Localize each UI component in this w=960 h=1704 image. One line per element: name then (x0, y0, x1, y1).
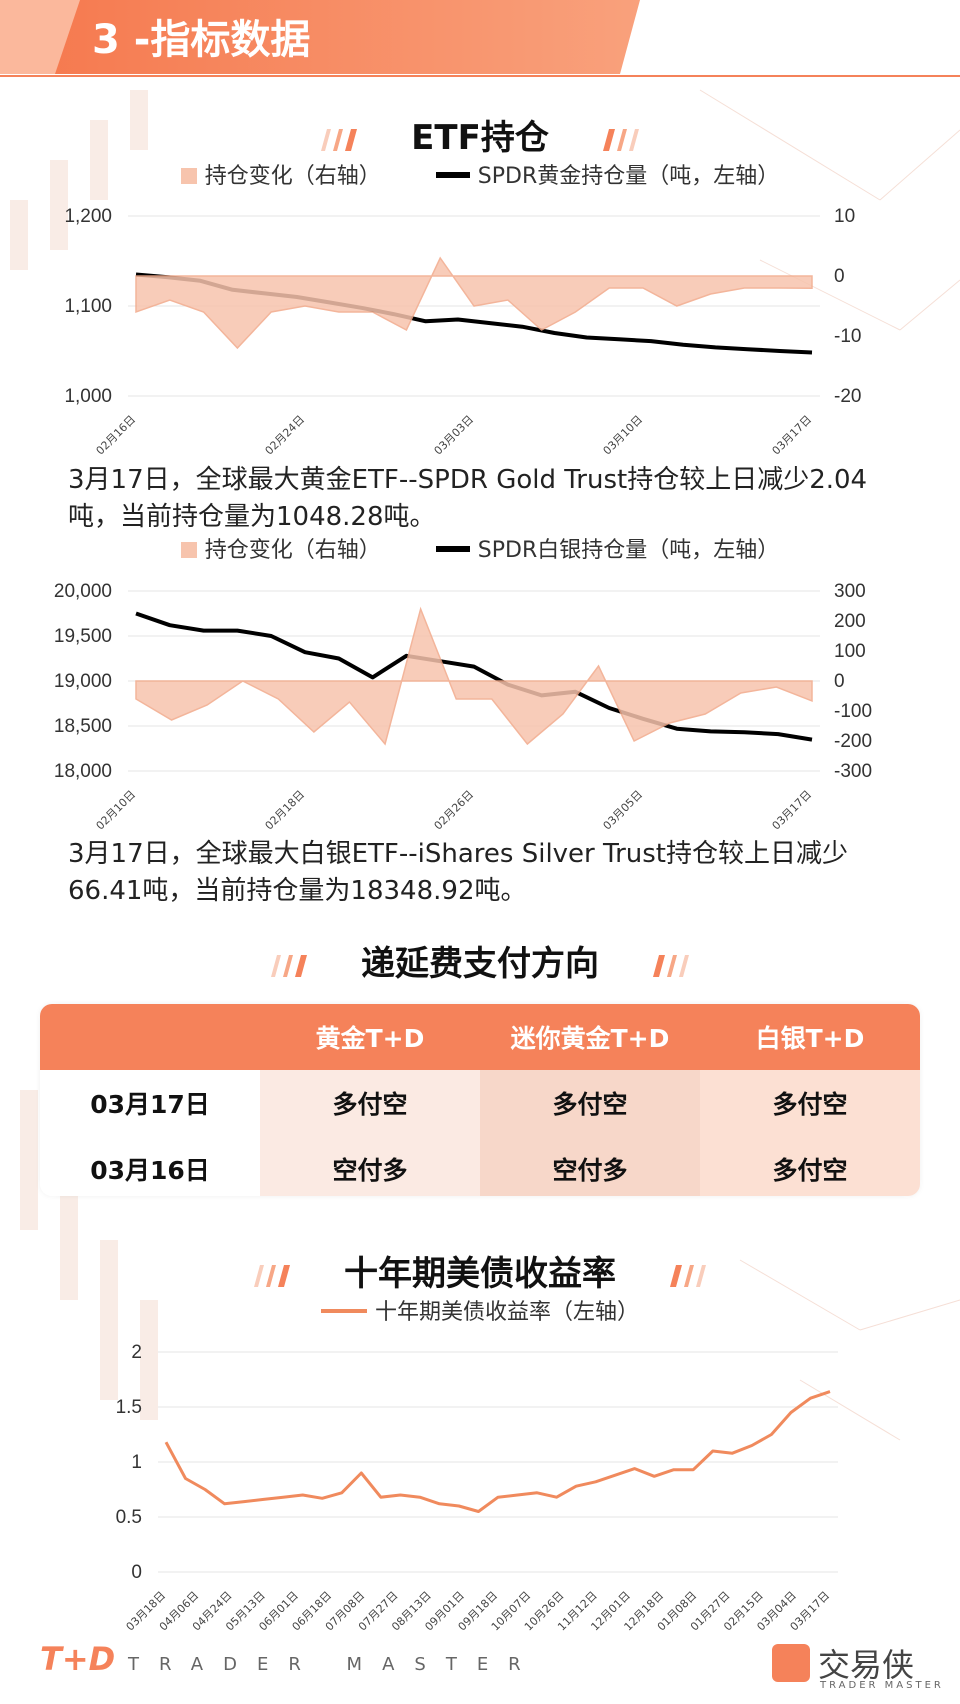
legend-item-fill: 持仓变化（右轴） (180, 536, 381, 566)
y-tick-label-left: 0.5 (116, 1507, 142, 1528)
table-cell: 多付空 (480, 1070, 700, 1136)
silver-chart-legend: 持仓变化（右轴） SPDR白银持仓量（吨，左轴） (0, 536, 960, 566)
y-tick-label-left: 0 (131, 1562, 142, 1583)
yield-line (164, 1390, 831, 1513)
stripes-right-icon (602, 128, 639, 151)
y-tick-label-right: 10 (834, 206, 855, 227)
etf-section-title: ETF持仓 (0, 116, 960, 160)
y-tick-label-right: -300 (834, 761, 872, 782)
x-tick-label: 02月10日 (94, 788, 139, 833)
legend-item-line: SPDR白银持仓量（吨，左轴） (435, 536, 780, 566)
table-header-cell: 黄金T+D (260, 1004, 480, 1070)
gold-etf-chart: 1,000 1,100 1,200 -20 -10 0 10 02月16日 02月24日 03月0… (64, 206, 861, 458)
stripes-left-icon (271, 954, 308, 977)
y-tick-label-left: 1,100 (64, 296, 112, 317)
y-tick-label-left: 19,500 (54, 626, 112, 647)
legend-item-line: SPDR黄金持仓量（吨，左轴） (435, 162, 780, 192)
x-tick-label: 02月24日 (263, 413, 308, 458)
y-tick-label-right: -100 (834, 701, 872, 722)
line-swatch-icon (320, 1309, 367, 1313)
fee-table: 黄金T+D 迷你黄金T+D 白银T+D 03月17日 多付空 多付空 多付空 0… (40, 1004, 920, 1196)
table-cell: 多付空 (700, 1136, 920, 1196)
table-cell-date: 03月17日 (40, 1070, 260, 1136)
silver-holdings-line (135, 611, 813, 742)
x-tick-label: 02月26日 (432, 788, 477, 833)
table-cell: 空付多 (480, 1136, 700, 1196)
etf-title-text: ETF持仓 (411, 118, 549, 158)
y-tick-label-right: -10 (834, 326, 861, 347)
yield-section-title: 十年期美债收益率 (0, 1252, 960, 1296)
table-cell-date: 03月16日 (40, 1136, 260, 1196)
y-tick-label-left: 1 (131, 1452, 142, 1473)
x-tick-label: 03月10日 (601, 413, 646, 458)
y-tick-label-right: -20 (834, 386, 861, 407)
fee-title-text: 递延费支付方向 (361, 944, 599, 984)
table-header-cell: 白银T+D (700, 1004, 920, 1070)
line-swatch-icon (435, 172, 470, 178)
brand-name: 交易侠 (818, 1646, 915, 1684)
y-tick-label-right: -200 (834, 731, 872, 752)
gold-chart-legend: 持仓变化（右轴） SPDR黄金持仓量（吨，左轴） (0, 162, 960, 192)
y-tick-label-right: 200 (834, 611, 866, 632)
silver-note: 3月17日，全球最大白银ETF--iShares Silver Trust持仓较… (68, 839, 848, 906)
y-tick-label-left: 19,000 (54, 671, 112, 692)
y-tick-label-left: 2 (131, 1342, 142, 1363)
footer-tagline: TRADER MASTER (128, 1654, 541, 1675)
y-tick-label-left: 1,200 (64, 206, 112, 227)
brand-subtitle: TRADER MASTER (820, 1680, 944, 1691)
y-tick-label-left: 18,000 (54, 761, 112, 782)
x-tick-label: 02月18日 (263, 788, 308, 833)
fill-swatch-icon (180, 168, 197, 184)
y-tick-label-left: 1.5 (116, 1397, 142, 1418)
holding-change-area (135, 606, 813, 746)
brand-logo-icon (772, 1644, 810, 1682)
table-cell: 多付空 (700, 1070, 920, 1136)
x-tick-label: 03月17日 (770, 413, 815, 458)
table-header-row: 黄金T+D 迷你黄金T+D 白银T+D (40, 1004, 920, 1070)
holding-change-area (135, 256, 813, 350)
legend-item-fill: 持仓变化（右轴） (180, 162, 381, 192)
y-tick-label-left: 20,000 (54, 581, 112, 602)
y-tick-label-right: 300 (834, 581, 866, 602)
x-tick-label: 03月17日 (770, 788, 815, 833)
legend-label: 持仓变化（右轴） (204, 538, 381, 563)
y-tick-label-right: 100 (834, 641, 866, 662)
table-row: 03月17日 多付空 多付空 多付空 (40, 1070, 920, 1136)
y-tick-label-right: 0 (834, 266, 845, 287)
stripes-left-icon (254, 1264, 291, 1287)
stripes-left-icon (321, 128, 358, 151)
legend-label: 十年期美债收益率（左轴） (374, 1300, 639, 1325)
x-tick-label: 02月16日 (94, 413, 139, 458)
header-banner (0, 0, 960, 77)
table-header-cell (40, 1004, 260, 1070)
y-tick-label-left: 18,500 (54, 716, 112, 737)
x-tick-label: 03月05日 (601, 788, 646, 833)
table-header-cell: 迷你黄金T+D (480, 1004, 700, 1070)
page-title: 3 -指标数据 (92, 17, 311, 63)
y-tick-label-left: 1,000 (64, 386, 112, 407)
line-swatch-icon (435, 546, 470, 552)
legend-item-line: 十年期美债收益率（左轴） (320, 1298, 639, 1328)
legend-label: 持仓变化（右轴） (204, 164, 381, 189)
table-cell: 空付多 (260, 1136, 480, 1196)
yield-chart: 00.511.5203月18日04月06日04月24日05月13日06月01日0… (116, 1342, 838, 1633)
fill-swatch-icon (180, 542, 197, 558)
yield-chart-legend: 十年期美债收益率（左轴） (0, 1298, 960, 1328)
yield-title-text: 十年期美债收益率 (344, 1254, 616, 1294)
x-tick-label: 03月03日 (432, 413, 477, 458)
legend-label: SPDR白银持仓量（吨，左轴） (477, 538, 780, 563)
gold-note: 3月17日，全球最大黄金ETF--SPDR Gold Trust持仓较上日减少2… (68, 465, 868, 532)
table-row: 03月16日 空付多 空付多 多付空 (40, 1136, 920, 1196)
stripes-right-icon (669, 1264, 706, 1287)
footer-logo: T+D (40, 1640, 116, 1678)
stripes-right-icon (652, 954, 689, 977)
legend-label: SPDR黄金持仓量（吨，左轴） (477, 164, 780, 189)
fee-section-title: 递延费支付方向 (0, 942, 960, 986)
silver-etf-chart: 18,000 18,500 19,000 19,500 20,000 -300 -200 -1… (54, 581, 872, 833)
table-cell: 多付空 (260, 1070, 480, 1136)
y-tick-label-right: 0 (834, 671, 845, 692)
